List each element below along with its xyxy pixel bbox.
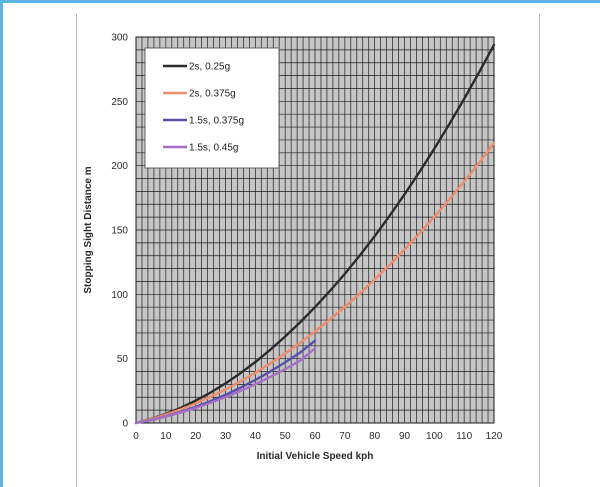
y-axis-title: Stopping Sight Distance m bbox=[83, 166, 94, 293]
x-tick-label: 20 bbox=[190, 431, 202, 442]
x-tick-label: 80 bbox=[369, 431, 381, 442]
x-tick-label: 50 bbox=[280, 431, 292, 442]
y-tick-label: 0 bbox=[122, 419, 128, 430]
series-line-4 bbox=[134, 347, 317, 425]
y-tick-label: 200 bbox=[111, 161, 128, 172]
legend-label: 1.5s, 0.375g bbox=[189, 116, 244, 127]
y-tick-label: 50 bbox=[117, 354, 129, 365]
y-tick-label: 300 bbox=[111, 33, 128, 44]
series-line-1 bbox=[134, 43, 496, 425]
legend-label: 2s, 0.25g bbox=[189, 62, 230, 73]
y-tick-label: 100 bbox=[111, 290, 128, 301]
x-tick-label: 90 bbox=[399, 431, 411, 442]
x-tick-label: 0 bbox=[133, 431, 139, 442]
x-axis-title: Initial Vehicle Speed kph bbox=[257, 451, 374, 462]
x-tick-label: 60 bbox=[309, 431, 321, 442]
y-tick-label: 250 bbox=[111, 97, 128, 108]
x-tick-label: 110 bbox=[456, 431, 472, 442]
axes: 0 10 20 30 40 50 60 70 80 90 100 110 120 0 50 100 150 200… bbox=[83, 33, 503, 463]
x-tick-label: 30 bbox=[220, 431, 232, 442]
y-tick-label: 150 bbox=[111, 226, 128, 237]
x-tick-label: 40 bbox=[250, 431, 262, 442]
series-line-2 bbox=[134, 142, 496, 425]
legend: 2s, 0.25g 2s, 0.375g 1.5s, 0.375g 1.5s, 0.4… bbox=[144, 47, 280, 169]
x-tick-label: 10 bbox=[160, 431, 172, 442]
series-lines bbox=[134, 43, 496, 425]
plot-border bbox=[135, 36, 495, 424]
x-tick-label: 120 bbox=[486, 431, 503, 442]
chart-panel: 0 10 20 30 40 50 60 70 80 90 100 110 120 0 50 100 150 200… bbox=[76, 14, 540, 487]
legend-label: 1.5s, 0.45g bbox=[189, 143, 238, 154]
stopping-sight-distance-chart: 0 10 20 30 40 50 60 70 80 90 100 110 120 0 50 100 150 200… bbox=[83, 33, 503, 463]
legend-label: 2s, 0.375g bbox=[189, 89, 236, 100]
x-tick-label: 100 bbox=[426, 431, 443, 442]
x-tick-label: 70 bbox=[339, 431, 351, 442]
